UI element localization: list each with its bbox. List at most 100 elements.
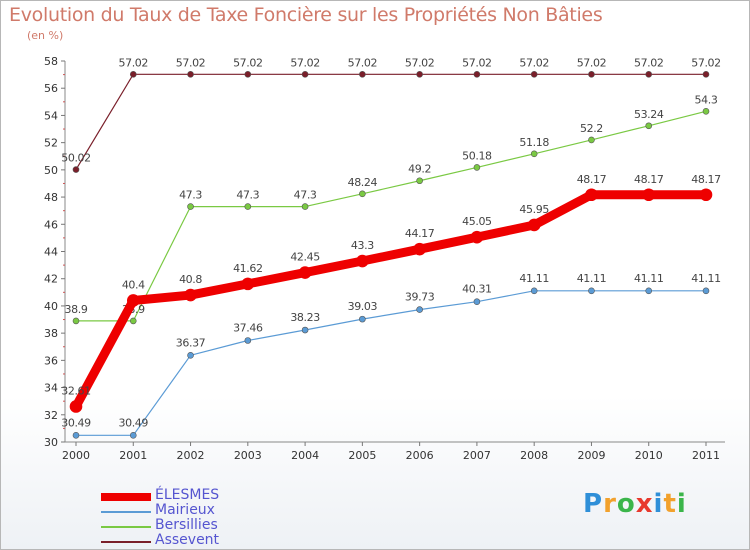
data-point (72, 166, 80, 173)
data-point (298, 266, 312, 279)
data-label: 36.37 (176, 336, 206, 349)
series-assevent: 50.02 57.02 57.02 57.02 57.02 57.02 57.02 57.02… (61, 56, 721, 173)
x-tick-label: 2004 (291, 449, 319, 462)
data-label: 52.2 (580, 122, 603, 135)
data-point (301, 203, 309, 210)
data-label: 41.11 (691, 272, 721, 285)
data-point (413, 242, 426, 256)
data-label: 57.02 (119, 56, 149, 69)
data-label: 45.05 (462, 215, 492, 228)
y-tick-label: 30 (44, 436, 58, 449)
series-line (71, 190, 711, 411)
data-label: 57.02 (691, 56, 721, 69)
logo-letter: i (676, 489, 687, 519)
data-point (187, 203, 194, 210)
data-label: 48.17 (577, 173, 607, 186)
series-mairieux: 30.49 30.49 36.37 37.46 38.23 39.03 39.73 40.31… (61, 272, 721, 439)
legend-label: ÉLESMES (155, 487, 220, 503)
data-point (699, 188, 713, 202)
data-label: 41.11 (634, 272, 664, 285)
data-label: 47.3 (294, 189, 317, 202)
data-point (416, 306, 423, 313)
data-point (473, 71, 481, 78)
data-point (416, 71, 423, 78)
legend-swatch (101, 511, 151, 513)
x-tick-label: 2000 (62, 449, 90, 462)
legend-swatch (101, 493, 151, 501)
data-point (356, 254, 369, 268)
data-point (72, 317, 80, 325)
data-label: 43.3 (351, 239, 374, 252)
series-elesmes: 32.61 40.4 40.8 41.62 42.45 43.3 44.17 45.05 45.… (61, 173, 722, 413)
series-line (75, 73, 707, 171)
x-tick-label: 2011 (692, 449, 720, 462)
data-point (470, 230, 484, 244)
legend-item-bersillies: Bersillies (101, 517, 301, 534)
data-point (244, 71, 252, 78)
data-point (702, 287, 710, 295)
data-point (244, 337, 252, 344)
chart-title: Evolution du Taux de Taxe Foncière sur l… (9, 4, 603, 26)
data-label: 57.02 (233, 56, 263, 69)
data-label: 32.61 (61, 384, 91, 397)
logo-letter: o (616, 489, 636, 519)
data-label: 30.49 (119, 416, 149, 429)
data-label: 57.02 (405, 56, 435, 69)
y-tick-label: 32 (44, 409, 58, 422)
y-tick-label: 46 (44, 218, 58, 231)
data-point (527, 218, 541, 232)
data-label: 48.17 (634, 173, 664, 186)
data-label: 57.02 (348, 56, 378, 69)
data-label: 50.18 (462, 149, 492, 162)
y-tick-label: 44 (44, 246, 58, 259)
data-label: 39.73 (405, 291, 435, 304)
series-line (75, 290, 707, 436)
legend: ÉLESMES Mairieux Bersillies Assevent (101, 487, 301, 549)
logo-letter: t (663, 489, 677, 519)
data-label: 57.02 (290, 56, 320, 69)
data-point (588, 136, 595, 144)
legend-label: Mairieux (155, 502, 215, 518)
data-point (126, 294, 140, 307)
data-label: 37.46 (233, 321, 263, 334)
data-label: 48.24 (348, 176, 378, 189)
data-point (241, 277, 255, 291)
data-point (69, 400, 83, 413)
data-point (244, 203, 252, 210)
data-label: 53.24 (634, 108, 664, 121)
data-label: 54.3 (695, 93, 718, 106)
data-label: 45.95 (519, 203, 549, 216)
logo-letter: r (603, 489, 617, 519)
legend-label: Bersillies (155, 517, 218, 533)
legend-item-elesmes: ÉLESMES (101, 487, 301, 504)
logo-letter: x (635, 489, 654, 519)
y-tick-label: 42 (44, 273, 58, 286)
data-label: 57.02 (634, 56, 664, 69)
data-point (530, 150, 538, 158)
data-label: 57.02 (577, 56, 607, 69)
y-tick-label: 40 (44, 300, 58, 313)
data-point (359, 315, 366, 323)
y-tick-label: 34 (44, 382, 58, 395)
data-point (585, 188, 598, 202)
x-tick-label: 2009 (577, 449, 605, 462)
data-point (301, 71, 309, 78)
y-tick-label: 50 (44, 164, 58, 177)
y-tick-label: 48 (44, 191, 58, 204)
x-tick-label: 2005 (348, 449, 376, 462)
y-tick-label: 56 (44, 82, 58, 95)
data-label: 30.49 (61, 416, 91, 429)
x-tick-label: 2008 (520, 449, 548, 462)
series-bersillies: 38.9 38.947.3 47.3 47.348.2449.250.1851.185… (65, 93, 718, 325)
data-point (359, 190, 366, 198)
data-point (72, 432, 80, 439)
data-point (184, 288, 197, 302)
data-point (702, 71, 710, 78)
data-label: 57.02 (176, 56, 206, 69)
data-point (129, 71, 137, 78)
data-label: 57.02 (462, 56, 492, 69)
logo-letter: P (583, 489, 604, 519)
chart-unit: (en %) (27, 29, 64, 42)
data-point (473, 298, 481, 306)
